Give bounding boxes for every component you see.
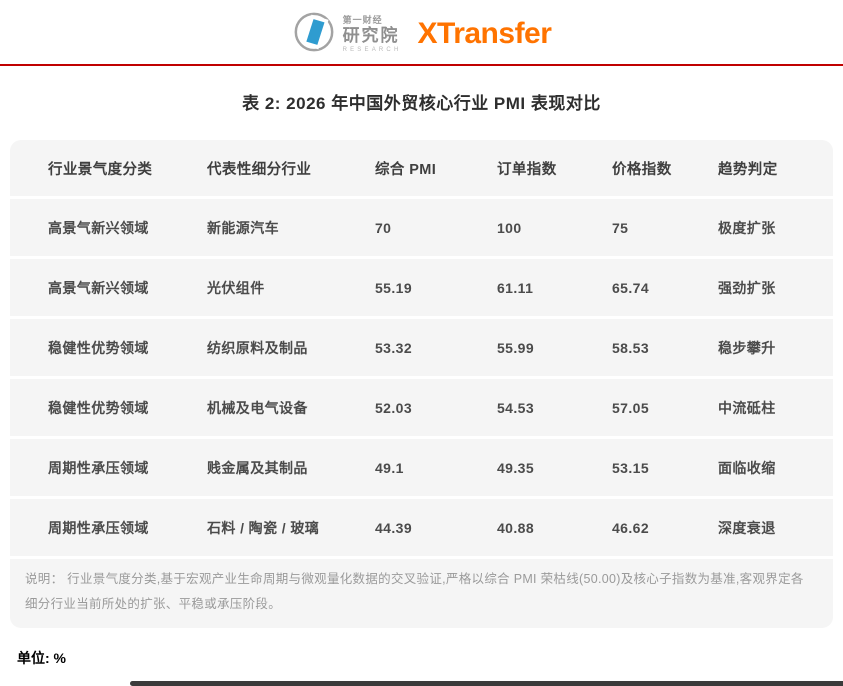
header-logo-row: 第一财经 研究院 RESEARCH XTransfer — [0, 0, 843, 56]
cell-pmi: 52.03 — [375, 399, 413, 416]
cell-orders: 54.53 — [497, 399, 535, 416]
cell-trend: 中流砥柱 — [718, 399, 776, 416]
cell-price: 57.05 — [612, 399, 650, 416]
cell-trend: 稳步攀升 — [718, 339, 776, 356]
cell-trend: 强劲扩张 — [718, 279, 776, 296]
yicai-circle-icon — [292, 10, 336, 59]
cell-orders: 100 — [497, 219, 522, 236]
table-row: 稳健性优势领域 机械及电气设备 52.03 54.53 57.05 中流砥柱 — [10, 379, 833, 436]
unit-label: 单位: % — [17, 650, 66, 666]
yicai-name-large: 研究院 — [342, 25, 400, 45]
col-header-orders: 订单指数 — [497, 161, 557, 178]
table-row: 周期性承压领域 贱金属及其制品 49.1 49.35 53.15 面临收缩 — [10, 439, 833, 496]
cell-industry: 机械及电气设备 — [207, 399, 308, 416]
cell-industry: 新能源汽车 — [207, 219, 279, 236]
table-row: 高景气新兴领域 新能源汽车 70 100 75 极度扩张 — [10, 199, 833, 256]
cell-trend: 深度衰退 — [718, 519, 776, 536]
col-header-industry: 代表性细分行业 — [207, 161, 312, 178]
table-footnote: 说明： 行业景气度分类,基于宏观产业生命周期与微观量化数据的交叉验证,严格以综合… — [10, 559, 833, 628]
col-header-trend: 趋势判定 — [718, 161, 778, 178]
cell-trend: 面临收缩 — [718, 459, 776, 476]
xtransfer-logo: XTransfer — [417, 17, 552, 50]
table-row: 高景气新兴领域 光伏组件 55.19 61.11 65.74 强劲扩张 — [10, 259, 833, 316]
bottom-scrollbar[interactable] — [130, 681, 843, 686]
cell-pmi: 49.1 — [375, 459, 404, 476]
cell-industry: 光伏组件 — [207, 279, 265, 296]
cell-pmi: 44.39 — [375, 519, 413, 536]
page-title: 表 2: 2026 年中国外贸核心行业 PMI 表现对比 — [242, 94, 601, 113]
cell-pmi: 55.19 — [375, 279, 413, 296]
cell-category: 稳健性优势领域 — [48, 399, 149, 416]
cell-category: 高景气新兴领域 — [48, 279, 149, 296]
col-header-price: 价格指数 — [612, 161, 672, 178]
cell-category: 周期性承压领域 — [48, 519, 149, 536]
cell-industry: 贱金属及其制品 — [207, 459, 308, 476]
cell-category: 稳健性优势领域 — [48, 339, 149, 356]
col-header-category: 行业景气度分类 — [48, 161, 153, 178]
cell-orders: 49.35 — [497, 459, 535, 476]
table-row: 周期性承压领域 石料 / 陶瓷 / 玻璃 44.39 40.88 46.62 深… — [10, 499, 833, 556]
cell-price: 75 — [612, 219, 629, 236]
yicai-name-english: RESEARCH — [342, 46, 402, 53]
pmi-comparison-table: 行业景气度分类 代表性细分行业 综合 PMI 订单指数 价格指数 趋势判定 高景… — [10, 140, 833, 628]
cell-orders: 55.99 — [497, 339, 535, 356]
yicai-logo-text: 第一财经 研究院 RESEARCH — [342, 14, 402, 53]
table-header-row: 行业景气度分类 代表性细分行业 综合 PMI 订单指数 价格指数 趋势判定 — [10, 140, 833, 196]
cell-price: 58.53 — [612, 339, 650, 356]
cell-industry: 石料 / 陶瓷 / 玻璃 — [207, 519, 320, 536]
cell-price: 65.74 — [612, 279, 650, 296]
header-divider-line — [0, 64, 843, 66]
cell-price: 53.15 — [612, 459, 650, 476]
cell-orders: 40.88 — [497, 519, 535, 536]
yicai-research-logo: 第一财经 研究院 RESEARCH — [292, 10, 402, 59]
yicai-name-small: 第一财经 — [342, 14, 383, 25]
cell-pmi: 70 — [375, 219, 392, 236]
cell-price: 46.62 — [612, 519, 650, 536]
cell-trend: 极度扩张 — [718, 219, 776, 236]
cell-category: 周期性承压领域 — [48, 459, 149, 476]
table-row: 稳健性优势领域 纺织原料及制品 53.32 55.99 58.53 稳步攀升 — [10, 319, 833, 376]
cell-pmi: 53.32 — [375, 339, 413, 356]
cell-industry: 纺织原料及制品 — [207, 339, 308, 356]
cell-category: 高景气新兴领域 — [48, 219, 149, 236]
cell-orders: 61.11 — [497, 279, 534, 296]
col-header-pmi: 综合 PMI — [375, 161, 437, 178]
